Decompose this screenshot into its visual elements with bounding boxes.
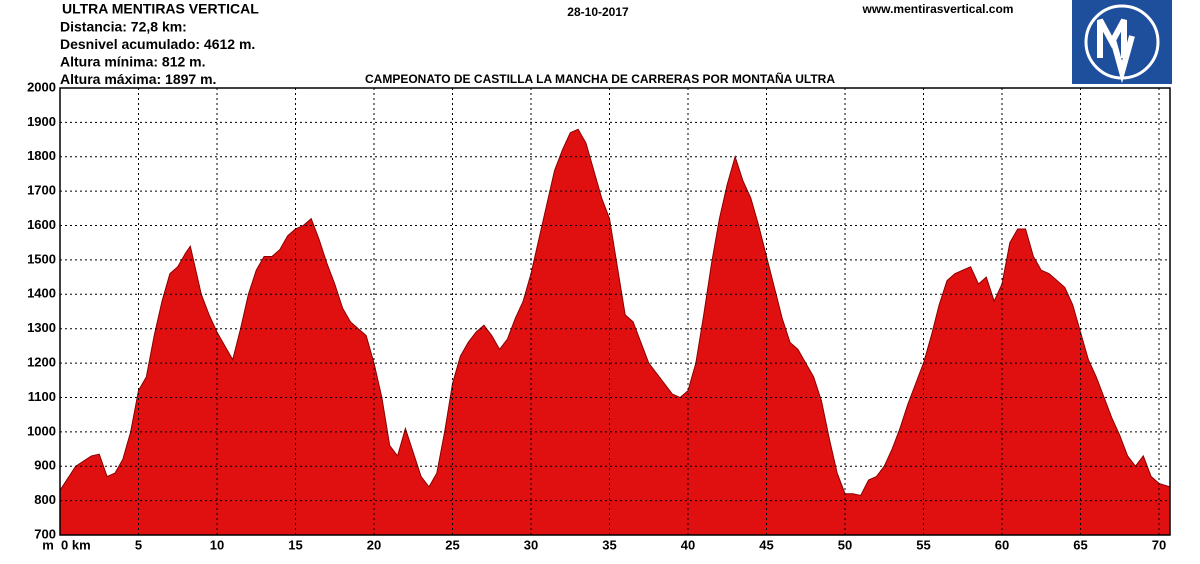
- y-axis-label: m: [42, 537, 54, 552]
- elevation-area: [59, 128, 1171, 536]
- y-tick-label: 1800: [27, 148, 56, 163]
- x-tick-label: 55: [916, 537, 930, 552]
- y-tick-label: 1600: [27, 217, 56, 232]
- y-tick-label: 1400: [27, 286, 56, 301]
- y-tick-label: 2000: [27, 79, 56, 94]
- info-line: Altura máxima: 1897 m.: [60, 71, 216, 87]
- y-tick-label: 800: [34, 492, 56, 507]
- race-name: ULTRA MENTIRAS VERTICAL: [62, 1, 259, 17]
- y-tick-label: 1100: [28, 389, 56, 404]
- y-tick-label: 1700: [27, 183, 56, 198]
- x-tick-label: 40: [681, 537, 695, 552]
- x-tick-label: 45: [759, 537, 773, 552]
- x-tick-label: 20: [367, 537, 381, 552]
- x-tick-label: 25: [445, 537, 459, 552]
- y-tick-label: 1200: [27, 355, 56, 370]
- info-line: Distancia: 72,8 km:: [60, 19, 187, 35]
- info-line: Altura mínima: 812 m.: [60, 54, 206, 70]
- y-tick-label: 900: [34, 458, 56, 473]
- y-tick-label: 1000: [27, 423, 56, 438]
- x-tick-label: 10: [210, 537, 224, 552]
- plot-border: [59, 87, 1171, 536]
- logo: [1072, 0, 1172, 84]
- x-tick-label: 60: [995, 537, 1009, 552]
- x-tick-label: 15: [288, 537, 302, 552]
- x-tick-label: 30: [524, 537, 538, 552]
- logo-mark: [1097, 18, 1135, 84]
- y-tick-label: 700: [34, 526, 56, 541]
- y-tick-label: 1300: [27, 320, 56, 335]
- chart-title: CAMPEONATO DE CASTILLA LA MANCHA DE CARR…: [365, 71, 835, 86]
- website: www.mentirasvertical.com: [862, 2, 1014, 16]
- x-tick-label: 50: [838, 537, 852, 552]
- x-tick-label: 5: [135, 537, 142, 552]
- x-tick-label: 35: [602, 537, 616, 552]
- x-tick-label: 65: [1073, 537, 1087, 552]
- y-tick-label: 1500: [27, 251, 56, 266]
- date: 28-10-2017: [567, 5, 629, 19]
- x-tick-label: 70: [1152, 537, 1166, 552]
- y-tick-label: 1900: [27, 114, 56, 129]
- x-tick-label: 0 km: [61, 537, 91, 552]
- info-line: Desnivel acumulado: 4612 m.: [60, 36, 255, 52]
